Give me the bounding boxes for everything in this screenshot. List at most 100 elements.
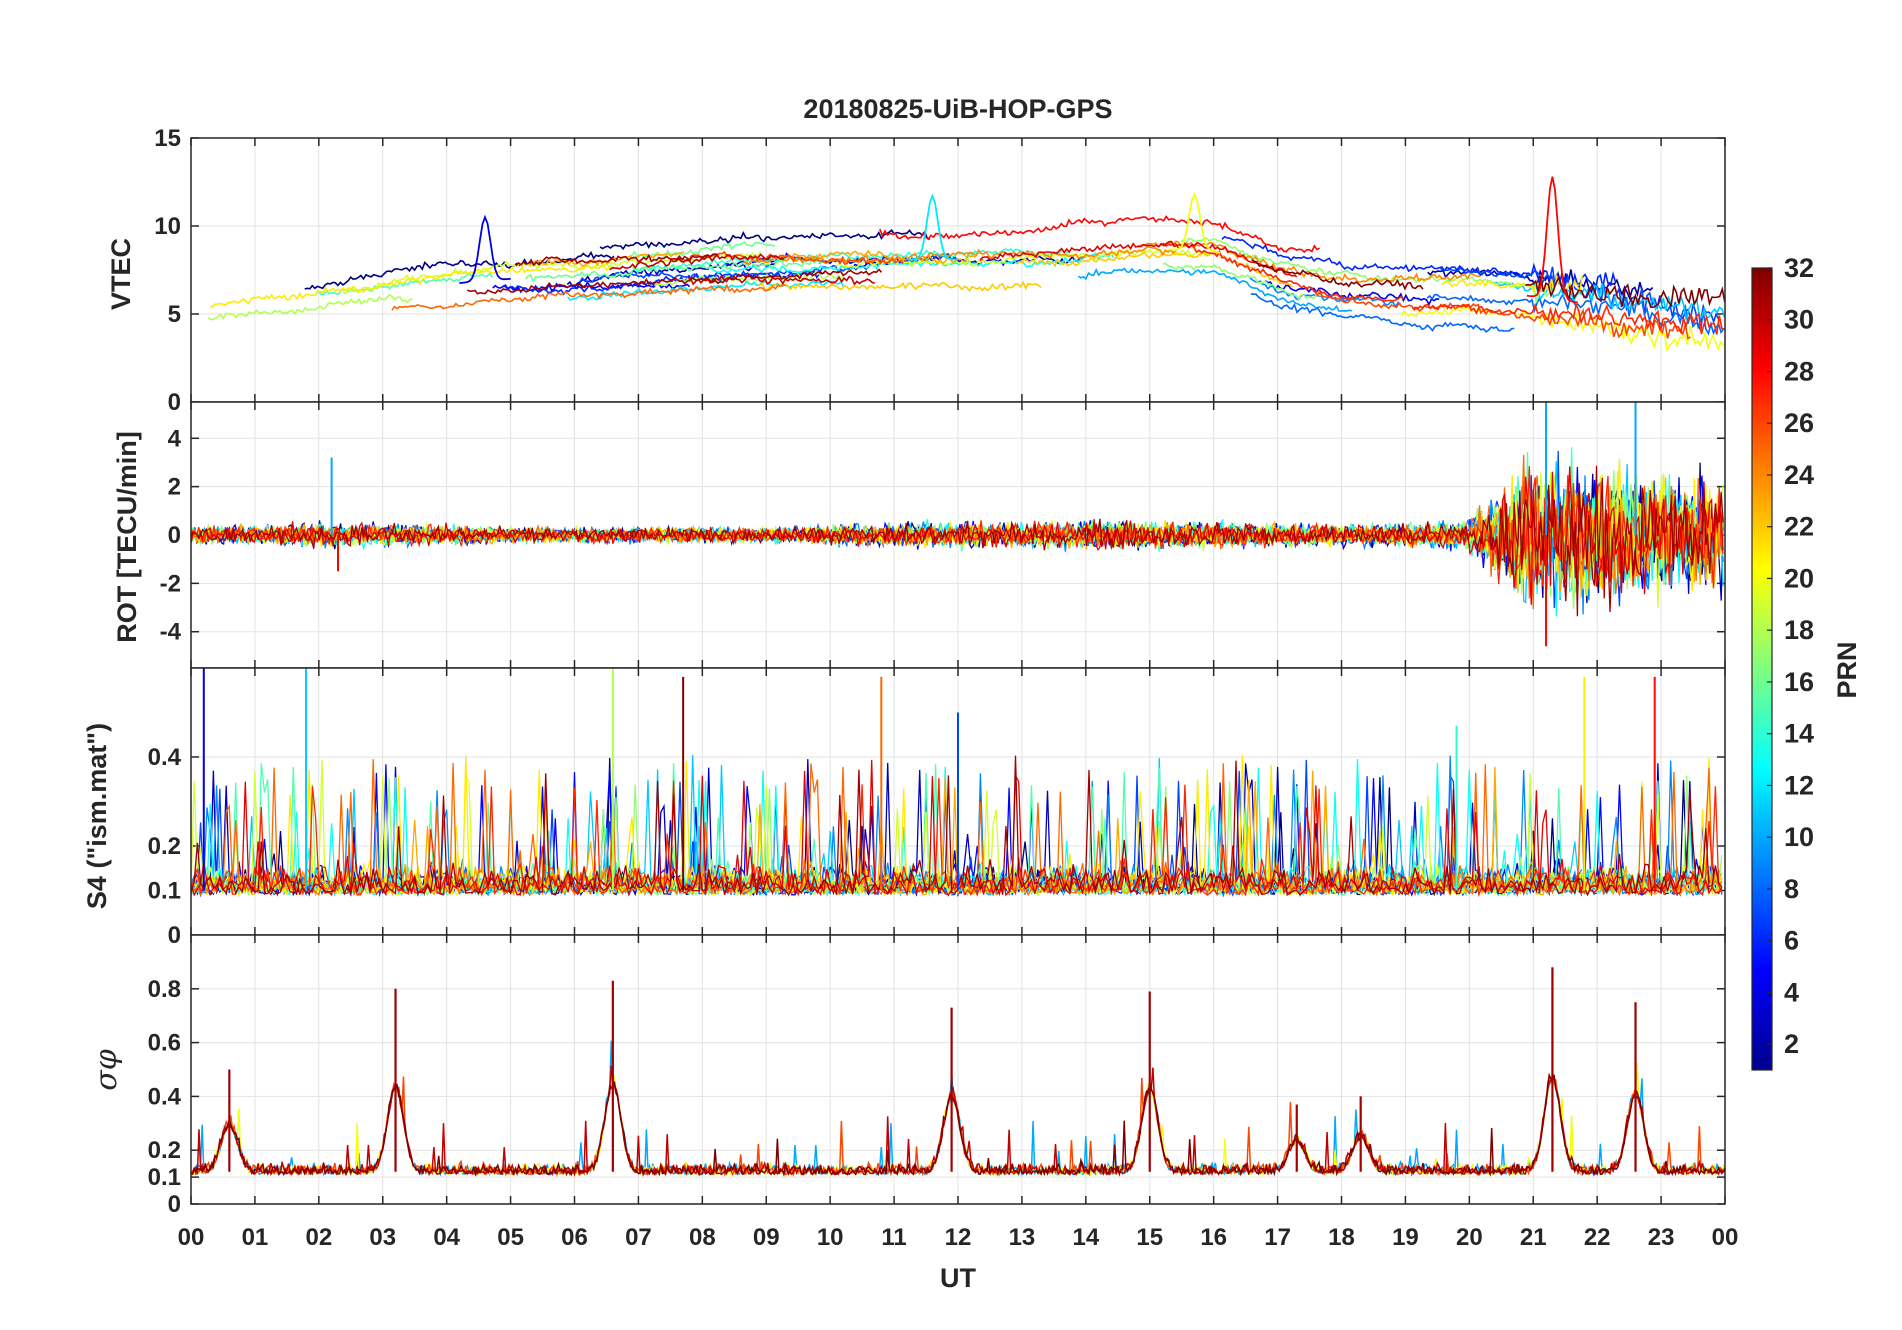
panel-vtec: 0 5 10 15 — [154, 125, 1726, 416]
ytick-label: 10 — [154, 213, 181, 240]
vtec-event-2 — [1168, 192, 1221, 254]
colorbar-tick-label: 30 — [1784, 305, 1814, 335]
ytick-label: 15 — [154, 125, 181, 152]
ytick-label: 0.4 — [148, 744, 182, 771]
s4-series-prn-25 — [190, 759, 1723, 898]
panel-s4: 0 0.1 0.2 0.4 — [148, 667, 1726, 949]
ytick-label: 5 — [168, 301, 181, 328]
ytick-label: -2 — [160, 570, 181, 597]
vtec-series-prn-32 — [1251, 259, 1424, 291]
vtec-series-prn-14 — [632, 247, 1070, 275]
colorbar-tick-label: 6 — [1784, 926, 1799, 956]
xtick-label: 00 — [178, 1224, 205, 1251]
ytick-label: 0.6 — [148, 1030, 181, 1057]
xtick-label: 14 — [1072, 1224, 1099, 1251]
ytick-label: 0.1 — [148, 1164, 181, 1191]
rot-ylabel: ROT [TECU/min] — [112, 431, 142, 642]
vtec-event-0 — [459, 214, 511, 284]
xtick-label: 18 — [1328, 1224, 1355, 1251]
panel-rot: -4 -2 0 2 4 — [160, 401, 1726, 669]
vtec-series-prn-27 — [1412, 302, 1725, 335]
xtick-label: 23 — [1648, 1224, 1675, 1251]
xtick-label: 08 — [689, 1224, 716, 1251]
xtick-label: 21 — [1520, 1224, 1547, 1251]
xtick-label: 09 — [753, 1224, 780, 1251]
xtick-label: 15 — [1136, 1224, 1163, 1251]
vtec-series-prn-21 — [1441, 273, 1584, 295]
vtec-series-prn-9 — [1249, 277, 1402, 309]
sigma-series-prn-30 — [190, 1065, 1726, 1178]
xtick-label: 22 — [1584, 1224, 1611, 1251]
ytick-label: 0.8 — [148, 976, 181, 1003]
colorbar-tick-label: 24 — [1784, 460, 1814, 490]
s4-ylabel: S4 ("ism.mat") — [82, 723, 112, 909]
chart-title: 20180825-UiB-HOP-GPS — [803, 94, 1112, 124]
vtec-series-prn-6 — [1221, 235, 1617, 294]
xtick-label: 07 — [625, 1224, 652, 1251]
series-layer — [190, 668, 1723, 898]
vtec-ylabel: VTEC — [106, 238, 136, 310]
xtick-label: 06 — [561, 1224, 588, 1251]
ytick-label: 4 — [168, 425, 182, 452]
colorbar-tick-label: 14 — [1784, 719, 1814, 749]
vtec-series-prn-22 — [1016, 251, 1294, 288]
vtec-series-prn-19 — [835, 248, 1209, 270]
vtec-series-prn-22 — [757, 280, 1042, 293]
xtick-label: 10 — [817, 1224, 844, 1251]
colorbar-tick-label: 4 — [1784, 977, 1799, 1007]
vtec-series-prn-16 — [629, 241, 776, 259]
ytick-label: -4 — [160, 619, 182, 646]
s4-series-prn-31 — [190, 755, 1723, 897]
vtec-series-prn-30 — [609, 253, 784, 271]
colorbar-tick-label: 22 — [1784, 512, 1814, 542]
series-layer — [207, 176, 1726, 353]
colorbar-tick-label: 2 — [1784, 1029, 1799, 1059]
vtec-series-prn-19 — [342, 251, 763, 295]
vtec-series-prn-1 — [304, 250, 615, 290]
ytick-label: 0 — [168, 389, 181, 416]
colorbar-tick-label: 10 — [1784, 822, 1814, 852]
colorbar-frame — [1751, 267, 1773, 1071]
xtick-label: 17 — [1264, 1224, 1291, 1251]
colorbar-tick-label: 20 — [1784, 563, 1814, 593]
ytick-label: 0 — [168, 522, 181, 549]
ytick-label: 0.2 — [148, 1137, 181, 1164]
vtec-series-prn-24 — [743, 245, 1176, 266]
panel-sigma-phi: 00.10.2 0.4 0.6 0.8 — [148, 934, 1726, 1218]
colorbar-tick-label: 8 — [1784, 874, 1799, 904]
vtec-series-prn-24 — [1137, 239, 1481, 284]
vtec-series-prn-30 — [687, 274, 875, 286]
vtec-series-prn-17 — [1162, 262, 1322, 301]
series-layer — [190, 967, 1726, 1178]
vtec-series-prn-28 — [879, 214, 1320, 254]
xtick-label: 00 — [1712, 1224, 1739, 1251]
sigma-series-prn-32 — [190, 1072, 1726, 1178]
vtec-series-prn-18 — [653, 270, 845, 287]
colorbar-tick-label: 12 — [1784, 770, 1814, 800]
colorbar-tick-label: 28 — [1784, 356, 1814, 386]
xtick-label: 13 — [1009, 1224, 1036, 1251]
xtick-label: 05 — [497, 1224, 524, 1251]
vtec-series-prn-31 — [515, 253, 718, 267]
xtick-label: 16 — [1200, 1224, 1227, 1251]
ytick-label: 2 — [168, 474, 181, 501]
ytick-label: 0.4 — [148, 1083, 182, 1110]
vtec-series-prn-23 — [778, 249, 977, 266]
vtec-series-prn-21 — [209, 264, 615, 309]
x-axis-ticks: 00 01 02 03 04 05 06 07 08 09 10 11 12 13 14 15 16 17 18 19… — [178, 1224, 1739, 1251]
vtec-series-prn-27 — [1162, 242, 1405, 302]
xtick-label: 20 — [1456, 1224, 1483, 1251]
ytick-label: 0 — [168, 922, 181, 949]
series-layer — [190, 402, 1724, 647]
colorbar-tick-label: 16 — [1784, 667, 1814, 697]
xtick-label: 03 — [369, 1224, 396, 1251]
colorbar-tick-label: 18 — [1784, 615, 1814, 645]
x-axis-label: UT — [940, 1263, 976, 1293]
vtec-event-3 — [1526, 176, 1579, 304]
vtec-series-prn-29 — [979, 241, 1298, 278]
ytick-label: 0.1 — [148, 878, 181, 905]
vtec-series-prn-32 — [1525, 275, 1726, 309]
colorbar-gradient — [1752, 268, 1772, 1070]
